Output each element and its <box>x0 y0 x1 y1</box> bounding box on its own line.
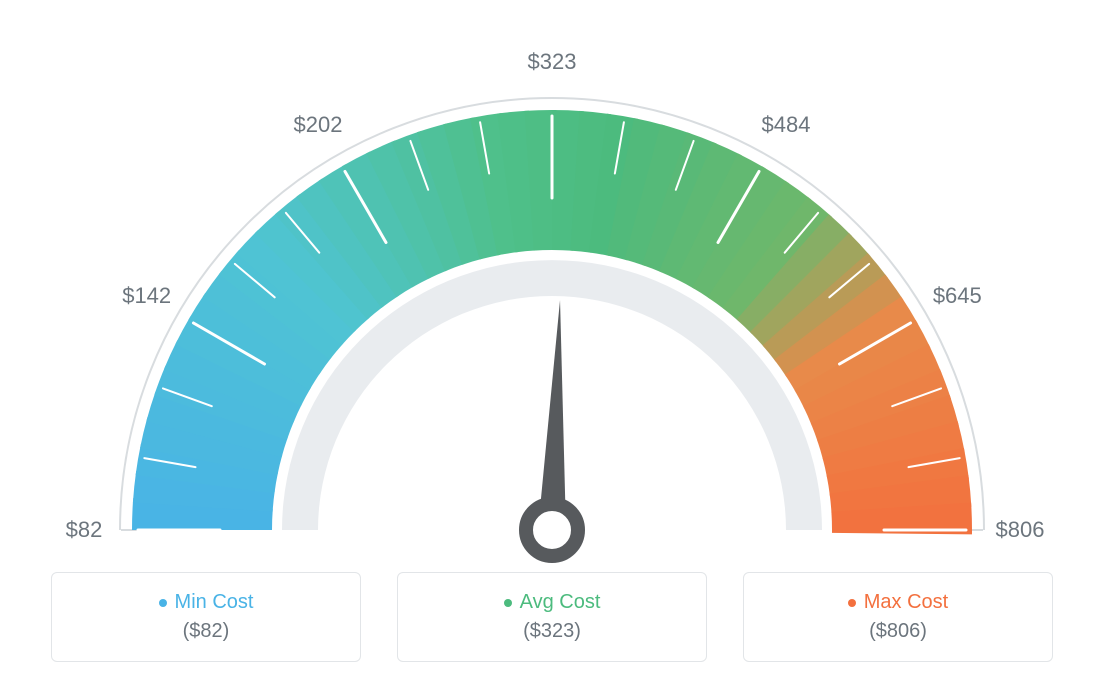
legend-card-min: Min Cost ($82) <box>51 572 361 662</box>
gauge-svg <box>52 20 1052 580</box>
legend-value-max: ($806) <box>869 620 927 643</box>
legend-value-avg: ($323) <box>523 620 581 643</box>
legend-dot-min <box>159 599 167 607</box>
legend-label-min: Min Cost <box>175 591 254 614</box>
gauge-chart: $82 $142 $202 $323 $484 $645 $806 <box>52 20 1052 580</box>
scale-label: $323 <box>528 49 577 75</box>
legend-dot-avg <box>504 599 512 607</box>
scale-label: $484 <box>762 112 811 138</box>
legend-title-avg: Avg Cost <box>504 591 601 614</box>
legend-row: Min Cost ($82) Avg Cost ($323) Max Cost … <box>51 572 1053 662</box>
scale-label: $82 <box>66 517 103 543</box>
legend-dot-max <box>848 599 856 607</box>
legend-label-max: Max Cost <box>864 591 948 614</box>
scale-label: $142 <box>122 283 171 309</box>
legend-title-min: Min Cost <box>159 591 254 614</box>
scale-label: $645 <box>933 283 982 309</box>
legend-card-avg: Avg Cost ($323) <box>397 572 707 662</box>
legend-title-max: Max Cost <box>848 591 948 614</box>
legend-card-max: Max Cost ($806) <box>743 572 1053 662</box>
scale-label: $202 <box>294 112 343 138</box>
scale-label: $806 <box>996 517 1045 543</box>
legend-value-min: ($82) <box>183 620 230 643</box>
legend-label-avg: Avg Cost <box>520 591 601 614</box>
